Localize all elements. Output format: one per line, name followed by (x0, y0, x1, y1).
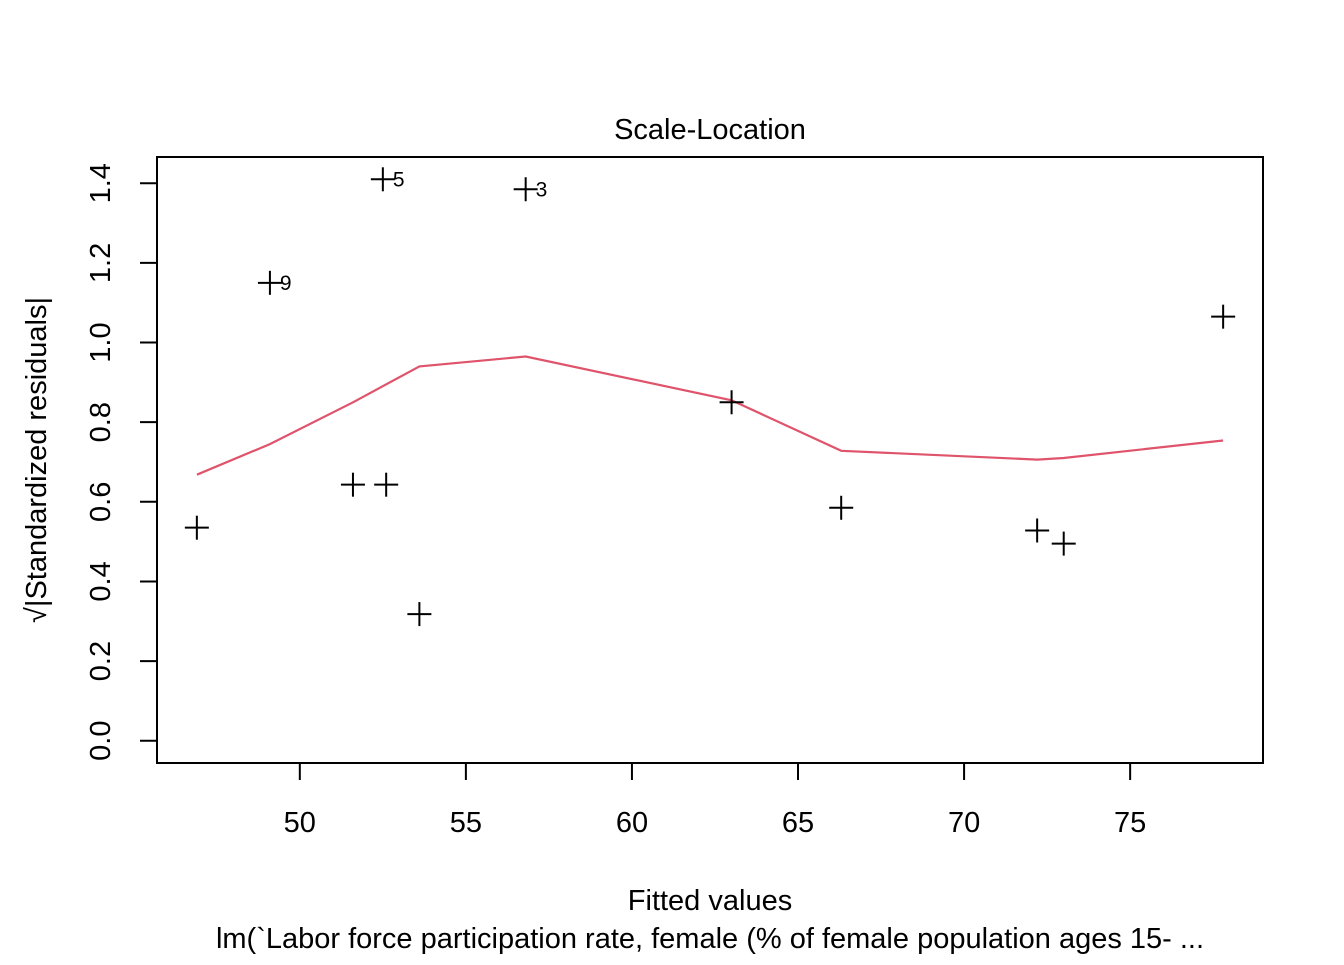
y-axis-title: √|Standardized residuals| (21, 297, 53, 623)
point-label: 9 (280, 272, 292, 295)
x-axis: 50 55 60 65 70 75 (284, 762, 1146, 839)
smooth-line (196, 355, 1224, 476)
data-point (407, 602, 432, 627)
y-tick-label: 0.2 (85, 641, 117, 681)
data-point (340, 472, 365, 497)
y-tick-label: 0.8 (85, 402, 117, 442)
x-tick-label: 60 (616, 807, 648, 839)
point-label: 5 (393, 168, 405, 191)
y-tick-label: 0.4 (85, 561, 117, 601)
x-tick-label: 65 (782, 807, 814, 839)
x-tick-label: 55 (450, 807, 482, 839)
plot-area-frame (156, 156, 1264, 764)
data-point: 9 (257, 270, 292, 295)
y-axis: 0.0 0.2 0.4 0.6 0.8 1.0 1.2 1.4 (85, 163, 158, 761)
data-point (1051, 531, 1076, 556)
y-tick-label: 1.4 (85, 163, 117, 203)
x-tick-label: 50 (284, 807, 316, 839)
data-point (374, 472, 399, 497)
y-tick-label: 0.0 (85, 721, 117, 761)
data-point: 3 (513, 177, 548, 202)
y-tick-label: 0.6 (85, 482, 117, 522)
data-point (829, 495, 854, 520)
data-point (184, 515, 209, 540)
x-axis-title: Fitted values (628, 885, 792, 917)
points-layer: 9 5 3 (184, 167, 1236, 627)
data-point: 5 (370, 167, 405, 192)
x-tick-label: 75 (1114, 807, 1146, 839)
data-point (1211, 304, 1236, 329)
y-tick-label: 1.2 (85, 243, 117, 283)
data-point (1025, 518, 1050, 543)
y-tick-label: 1.0 (85, 322, 117, 362)
data-point (719, 390, 744, 415)
smooth-line-layer (196, 355, 1224, 476)
chart-subtitle: lm(`Labor force participation rate, fema… (216, 923, 1204, 955)
point-label: 3 (536, 178, 548, 201)
chart-title: Scale-Location (614, 114, 806, 146)
x-tick-label: 70 (948, 807, 980, 839)
